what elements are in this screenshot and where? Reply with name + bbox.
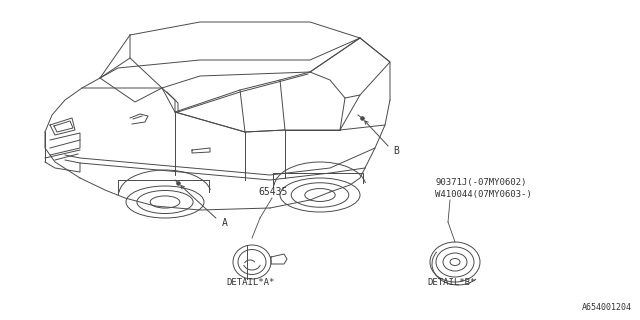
Text: 65435: 65435 bbox=[258, 187, 287, 197]
Text: B: B bbox=[393, 146, 399, 156]
Text: DETAIL*B*: DETAIL*B* bbox=[427, 278, 476, 287]
Text: W410044(07MY0603-): W410044(07MY0603-) bbox=[435, 190, 532, 199]
Text: DETAIL*A*: DETAIL*A* bbox=[226, 278, 275, 287]
Text: A654001204: A654001204 bbox=[582, 303, 632, 312]
Text: 90371J(-07MY0602): 90371J(-07MY0602) bbox=[435, 178, 526, 187]
Text: A: A bbox=[222, 218, 228, 228]
